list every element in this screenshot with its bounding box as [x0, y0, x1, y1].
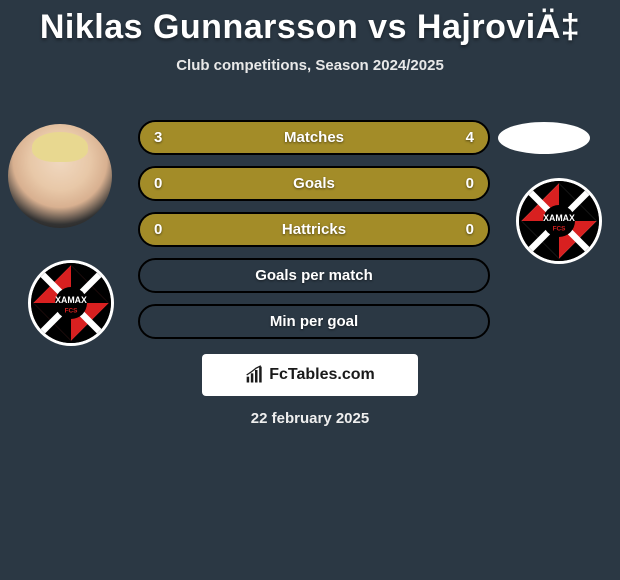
- svg-text:XAMAX: XAMAX: [55, 295, 87, 305]
- stats-container: 3 4 Matches 0 0 Goals 0 0 Hattricks Goals per mat…: [138, 120, 490, 350]
- stat-label: Hattricks: [282, 221, 346, 238]
- stat-value-right: 4: [466, 129, 474, 146]
- stat-row: 0 0 Goals: [138, 166, 490, 201]
- stat-row: 3 4 Matches: [138, 120, 490, 155]
- stat-label: Goals per match: [255, 267, 373, 284]
- chart-icon: [245, 365, 265, 385]
- brand-text: FcTables.com: [269, 366, 375, 384]
- stat-value-right: 0: [466, 221, 474, 238]
- stat-label: Goals: [293, 175, 335, 192]
- page-subtitle: Club competitions, Season 2024/2025: [0, 57, 620, 74]
- svg-text:FCS: FCS: [65, 308, 79, 315]
- player-right-photo: [498, 122, 590, 154]
- stat-value-left: 0: [154, 175, 162, 192]
- stat-value-right: 0: [466, 175, 474, 192]
- club-badge-left: XAMAX FCS: [28, 260, 114, 346]
- stat-row: 0 0 Hattricks: [138, 212, 490, 247]
- page-title: Niklas Gunnarsson vs HajroviÄ‡: [0, 0, 620, 47]
- stat-row: Min per goal: [138, 304, 490, 339]
- svg-text:FCS: FCS: [553, 226, 567, 233]
- stat-row: Goals per match: [138, 258, 490, 293]
- club-badge-right: XAMAX FCS: [516, 178, 602, 264]
- stat-value-left: 0: [154, 221, 162, 238]
- stat-label: Matches: [284, 129, 344, 146]
- brand-box[interactable]: FcTables.com: [202, 354, 418, 396]
- player-left-photo: [8, 124, 112, 228]
- svg-text:XAMAX: XAMAX: [543, 213, 575, 223]
- date-text: 22 february 2025: [0, 410, 620, 427]
- stat-label: Min per goal: [270, 313, 358, 330]
- stat-value-left: 3: [154, 129, 162, 146]
